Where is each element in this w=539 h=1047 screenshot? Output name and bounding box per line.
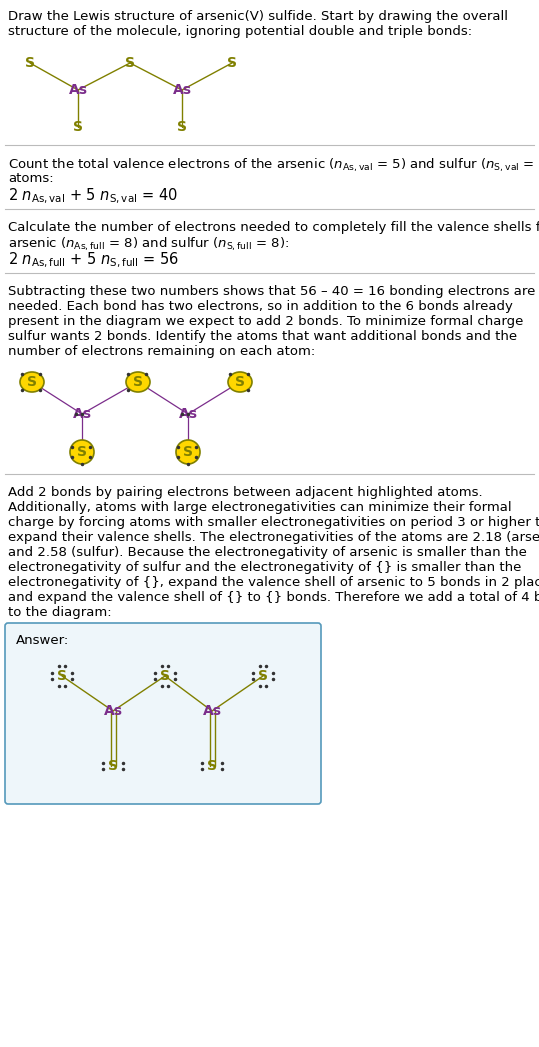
Text: 2 $n_{\mathsf{As,val}}$ + 5 $n_{\mathsf{S,val}}$ = 40: 2 $n_{\mathsf{As,val}}$ + 5 $n_{\mathsf{…	[8, 187, 178, 206]
Text: As: As	[178, 407, 197, 421]
Text: S: S	[160, 669, 170, 683]
Text: Draw the Lewis structure of arsenic(V) sulfide. Start by drawing the overall: Draw the Lewis structure of arsenic(V) s…	[8, 10, 508, 23]
Text: As: As	[203, 704, 222, 718]
Text: to the diagram:: to the diagram:	[8, 606, 112, 619]
FancyBboxPatch shape	[5, 623, 321, 804]
Text: electronegativity of sulfur and the electronegativity of {} is smaller than the: electronegativity of sulfur and the elec…	[8, 561, 521, 574]
Text: S: S	[125, 55, 135, 70]
Text: S: S	[25, 55, 35, 70]
Text: Subtracting these two numbers shows that 56 – 40 = 16 bonding electrons are: Subtracting these two numbers shows that…	[8, 285, 535, 298]
Text: number of electrons remaining on each atom:: number of electrons remaining on each at…	[8, 346, 315, 358]
Text: sulfur wants 2 bonds. Identify the atoms that want additional bonds and the: sulfur wants 2 bonds. Identify the atoms…	[8, 330, 517, 343]
Text: S: S	[108, 759, 118, 773]
Ellipse shape	[176, 440, 200, 464]
Text: S: S	[207, 759, 217, 773]
Text: and expand the valence shell of {} to {} bonds. Therefore we add a total of 4 bo: and expand the valence shell of {} to {}…	[8, 591, 539, 604]
Text: S: S	[73, 120, 83, 134]
Text: Add 2 bonds by pairing electrons between adjacent highlighted atoms.: Add 2 bonds by pairing electrons between…	[8, 486, 482, 499]
Text: electronegativity of {}, expand the valence shell of arsenic to 5 bonds in 2 pla: electronegativity of {}, expand the vale…	[8, 576, 539, 589]
Text: S: S	[57, 669, 67, 683]
Text: needed. Each bond has two electrons, so in addition to the 6 bonds already: needed. Each bond has two electrons, so …	[8, 300, 513, 313]
Ellipse shape	[20, 372, 44, 392]
Text: Count the total valence electrons of the arsenic ($n_{\mathsf{As,val}}$ = 5) and: Count the total valence electrons of the…	[8, 157, 539, 175]
Text: Answer:: Answer:	[16, 634, 69, 647]
Text: present in the diagram we expect to add 2 bonds. To minimize formal charge: present in the diagram we expect to add …	[8, 315, 523, 328]
Text: S: S	[27, 375, 37, 389]
Ellipse shape	[70, 440, 94, 464]
Text: expand their valence shells. The electronegativities of the atoms are 2.18 (arse: expand their valence shells. The electro…	[8, 531, 539, 544]
Text: As: As	[68, 83, 87, 97]
Text: S: S	[133, 375, 143, 389]
Text: As: As	[73, 407, 92, 421]
Text: As: As	[172, 83, 191, 97]
Text: S: S	[235, 375, 245, 389]
Text: arsenic ($n_{\mathsf{As,full}}$ = 8) and sulfur ($n_{\mathsf{S,full}}$ = 8):: arsenic ($n_{\mathsf{As,full}}$ = 8) and…	[8, 236, 289, 253]
Text: atoms:: atoms:	[8, 172, 53, 185]
Text: As: As	[103, 704, 122, 718]
Text: Calculate the number of electrons needed to completely fill the valence shells f: Calculate the number of electrons needed…	[8, 221, 539, 233]
Text: S: S	[227, 55, 237, 70]
Ellipse shape	[126, 372, 150, 392]
Text: S: S	[183, 445, 193, 459]
Text: S: S	[77, 445, 87, 459]
Text: Additionally, atoms with large electronegativities can minimize their formal: Additionally, atoms with large electrone…	[8, 502, 512, 514]
Text: charge by forcing atoms with smaller electronegativities on period 3 or higher t: charge by forcing atoms with smaller ele…	[8, 516, 539, 529]
Text: and 2.58 (sulfur). Because the electronegativity of arsenic is smaller than the: and 2.58 (sulfur). Because the electrone…	[8, 545, 527, 559]
Text: structure of the molecule, ignoring potential double and triple bonds:: structure of the molecule, ignoring pote…	[8, 25, 472, 38]
Ellipse shape	[228, 372, 252, 392]
Text: S: S	[177, 120, 187, 134]
Text: S: S	[258, 669, 268, 683]
Text: 2 $n_{\mathsf{As,full}}$ + 5 $n_{\mathsf{S,full}}$ = 56: 2 $n_{\mathsf{As,full}}$ + 5 $n_{\mathsf…	[8, 251, 179, 270]
